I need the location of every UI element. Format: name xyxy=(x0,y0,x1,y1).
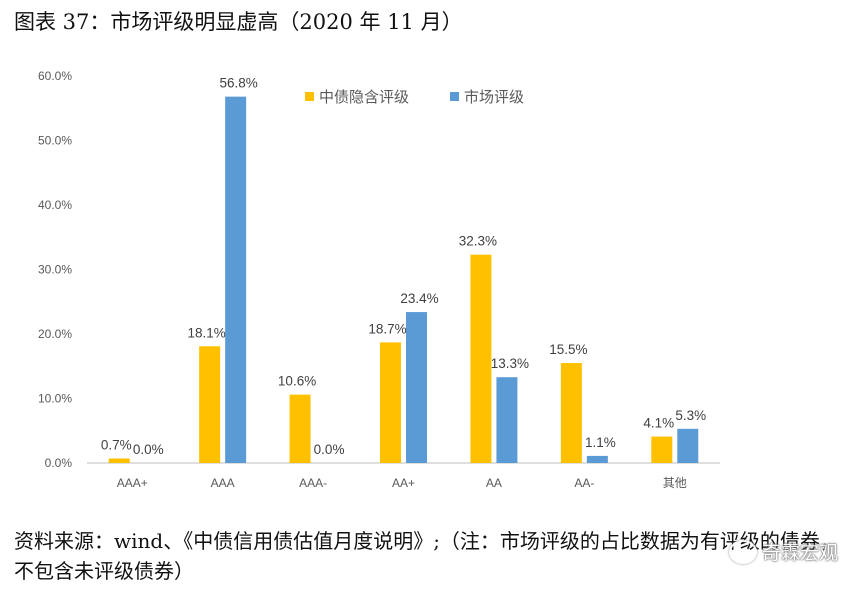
bar-data-label: 5.3% xyxy=(675,408,706,423)
x-tick-label: AA- xyxy=(574,476,594,490)
x-tick-label: 其他 xyxy=(663,476,687,490)
y-tick-label: 30.0% xyxy=(38,263,72,277)
figure-title: 图表 37：市场评级明显虚高（2020 年 11 月） xyxy=(14,10,463,34)
bar-data-label: 13.3% xyxy=(491,356,529,371)
watermark-text: 奇霖宏观 xyxy=(761,542,838,564)
bar-implied-6 xyxy=(651,436,673,463)
bar-data-label: 32.3% xyxy=(459,234,497,249)
x-tick-label: AA+ xyxy=(392,476,415,490)
bar-implied-4 xyxy=(470,254,492,463)
x-tick-label: AAA xyxy=(211,476,235,490)
bar-data-label: 1.1% xyxy=(585,435,616,450)
wechat-icon xyxy=(728,539,757,564)
x-axis-ticks: AAA+ AAA AAA- AA+ AA AA- 其他 xyxy=(117,476,687,490)
y-tick-label: 50.0% xyxy=(38,134,72,148)
bar-market-1 xyxy=(225,96,247,463)
bar-data-label: 56.8% xyxy=(220,76,258,91)
bar-implied-2 xyxy=(289,394,311,463)
source-note: 资料来源：wind、《中债信用债估值月度说明》;（注：市场评级的占比数据为有评级… xyxy=(14,529,840,583)
y-tick-label: 10.0% xyxy=(38,392,72,406)
x-tick-label: AAA- xyxy=(299,476,327,490)
bar-data-label: 18.1% xyxy=(188,325,226,340)
bars xyxy=(108,96,699,463)
y-axis-ticks: 0.0% 10.0% 20.0% 30.0% 40.0% 50.0% 60.0% xyxy=(38,69,72,470)
bar-implied-1 xyxy=(199,346,221,463)
bar-data-label: 23.4% xyxy=(400,291,438,306)
bar-data-label: 4.1% xyxy=(643,416,674,431)
legend-label-1: 市场评级 xyxy=(464,88,524,106)
y-tick-label: 40.0% xyxy=(38,198,72,212)
bar-market-3 xyxy=(406,312,427,463)
y-tick-label: 60.0% xyxy=(38,69,72,83)
bar-data-label: 0.0% xyxy=(133,442,164,457)
x-tick-label: AAA+ xyxy=(117,476,148,490)
bar-market-4 xyxy=(496,377,518,463)
bar-data-label: 10.6% xyxy=(278,374,316,389)
bar-data-label: 18.7% xyxy=(368,321,406,336)
bar-data-labels: 0.7% 0.0%18.1%56.8%10.6%0.0%18.7%23.4%32.… xyxy=(101,76,706,457)
bar-implied-5 xyxy=(560,363,582,463)
bar-data-label: 15.5% xyxy=(549,342,587,357)
bar-data-label: 0.7% xyxy=(101,437,132,452)
bar-implied-0 xyxy=(108,458,130,463)
watermark: 奇霖宏观 xyxy=(728,538,838,565)
bar-implied-3 xyxy=(380,342,401,463)
bar-chart: 0.0%10.0%20.0%30.0%40.0%50.0%60.0% 0.7% 0… xyxy=(38,69,720,490)
legend: 中债隐含评级 市场评级 xyxy=(305,88,524,106)
y-tick-label: 20.0% xyxy=(38,327,72,341)
y-tick-label: 0.0% xyxy=(45,456,73,470)
bar-market-6 xyxy=(677,428,699,463)
legend-swatch-0 xyxy=(305,92,314,101)
bar-data-label: 0.0% xyxy=(314,442,345,457)
legend-swatch-1 xyxy=(450,92,459,101)
bar-market-5 xyxy=(586,455,608,463)
x-tick-label: AA xyxy=(486,476,502,490)
legend-label-0: 中债隐含评级 xyxy=(319,88,409,106)
